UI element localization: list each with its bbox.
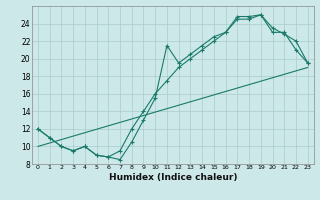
X-axis label: Humidex (Indice chaleur): Humidex (Indice chaleur) — [108, 173, 237, 182]
